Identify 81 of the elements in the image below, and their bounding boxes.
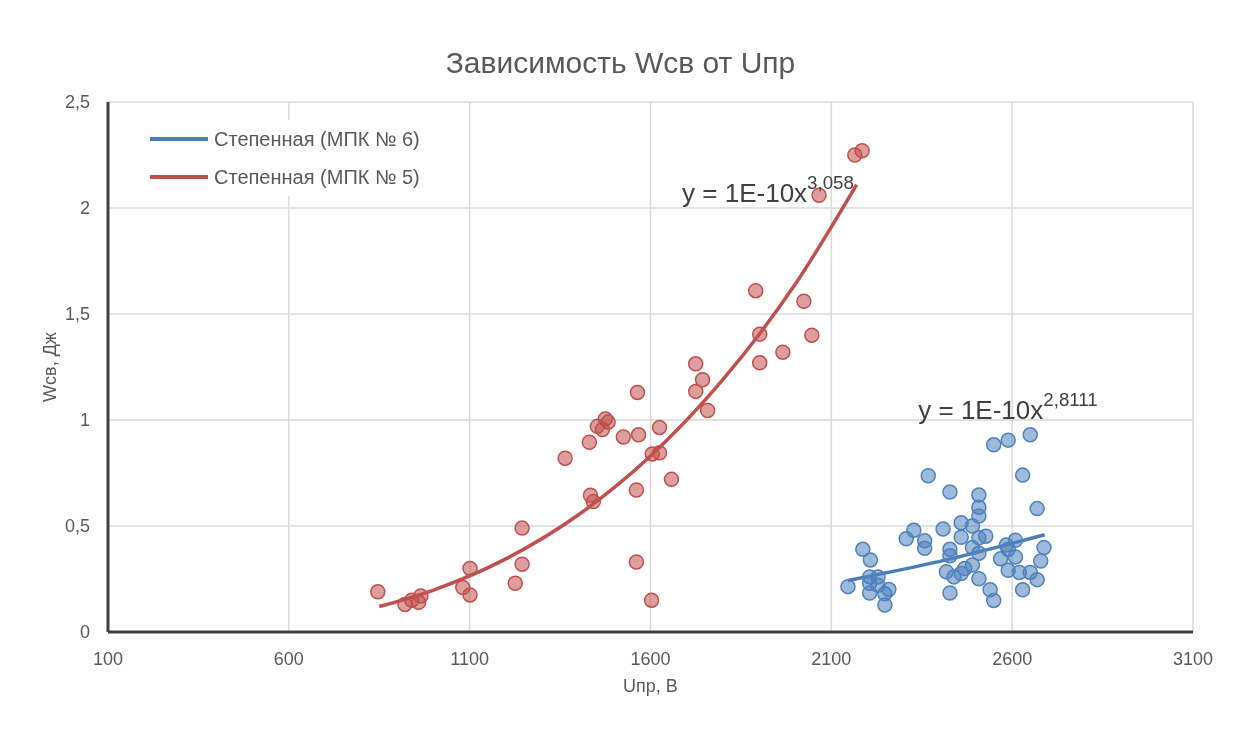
point (687, 383, 704, 400)
point (942, 547, 958, 564)
point (628, 482, 645, 498)
point (985, 592, 1002, 609)
point (628, 554, 645, 570)
annotation: y = 1E-10x$^{3,058}$ (682, 172, 854, 208)
point (935, 521, 951, 537)
point (862, 552, 879, 568)
point (687, 356, 704, 372)
point (881, 581, 897, 598)
point (916, 540, 933, 557)
legend-label: Степенная (МПК № 5) (214, 165, 420, 189)
x-tick-label: 1100 (450, 648, 490, 669)
point (585, 493, 602, 510)
point (462, 560, 478, 577)
point (920, 468, 937, 484)
point (751, 355, 768, 371)
point (694, 371, 711, 388)
point (651, 419, 668, 436)
point (413, 588, 429, 604)
y-tick-label: 1,5 (64, 304, 90, 325)
point (953, 529, 969, 545)
point (971, 508, 987, 524)
point (998, 537, 1015, 553)
x-axis-title: Uпр, В (623, 676, 678, 696)
y-tick-label: 0,5 (64, 516, 90, 537)
point (804, 327, 820, 343)
point (1032, 553, 1049, 569)
point (942, 585, 958, 601)
point (1029, 571, 1045, 588)
point (971, 571, 987, 587)
point (978, 528, 994, 544)
point (985, 437, 1002, 453)
point (462, 587, 478, 603)
point (748, 282, 764, 299)
annotation: y = 1E-10x$^{2,8111}$ (918, 389, 1098, 425)
x-tick-label: 600 (273, 648, 304, 669)
point (1000, 432, 1016, 448)
point (514, 556, 530, 572)
point (1007, 549, 1024, 565)
point (699, 402, 716, 419)
point (630, 427, 647, 443)
y-axis-title: Wсв, Дж (40, 332, 61, 402)
point (507, 575, 523, 591)
point (1036, 539, 1052, 556)
point (751, 326, 768, 342)
y-tick-label: 2 (79, 198, 90, 219)
x-tick-label: 100 (92, 648, 124, 669)
point (1022, 427, 1038, 443)
point (629, 384, 646, 401)
point (971, 487, 987, 503)
y-tick-label: 0 (79, 622, 90, 643)
x-tick-label: 3100 (1172, 648, 1214, 669)
chart-title: Зависимость Wсв от Uпр (444, 45, 797, 81)
point (855, 541, 871, 558)
point (1014, 582, 1031, 598)
point (906, 522, 922, 538)
point (514, 520, 530, 536)
point (964, 557, 981, 573)
point (942, 484, 958, 500)
x-tick-label: 2600 (992, 648, 1033, 669)
point (1014, 467, 1031, 483)
x-tick-label: 1600 (630, 648, 671, 669)
point (581, 434, 598, 451)
y-tick-label: 1 (79, 410, 90, 431)
point (971, 545, 987, 562)
point (775, 344, 791, 360)
point (854, 143, 870, 159)
point (1029, 500, 1045, 517)
point (643, 592, 660, 608)
point (796, 293, 812, 310)
point (663, 471, 680, 488)
point (557, 450, 573, 466)
point (615, 429, 632, 445)
point (651, 445, 668, 461)
point (877, 597, 893, 613)
point (840, 578, 856, 595)
y-tick-label: 2,5 (64, 92, 90, 113)
legend-label: Степенная (МПК № 6) (214, 127, 420, 151)
point (370, 583, 386, 600)
x-tick-label: 2100 (811, 648, 852, 669)
